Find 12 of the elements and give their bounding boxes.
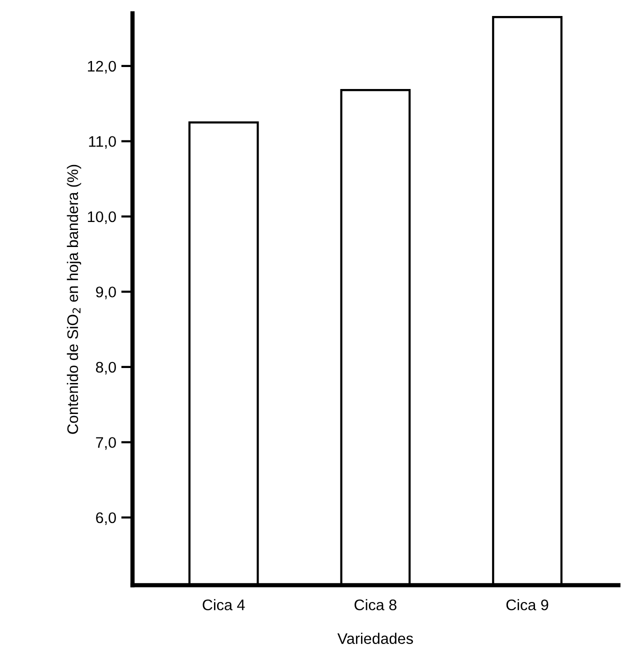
y-tick-label: 11,0: [89, 136, 116, 149]
x-axis-title: Variedades: [337, 632, 413, 644]
y-tick-label: 7,0: [96, 437, 116, 450]
y-tick-label: 10,0: [88, 211, 116, 224]
y-tick-label: 12,0: [88, 60, 116, 74]
x-tick-label: Cica 4: [202, 599, 245, 610]
y-axis-title: Contenido de SiO$_{2}$ en hoja bandera (%): [66, 164, 82, 434]
y-tick-label: 9,0: [96, 286, 116, 300]
y-tick-label: 6,0: [96, 512, 116, 525]
y-tick-label: 8,0: [96, 362, 116, 374]
x-tick-label: Cica 9: [506, 599, 548, 610]
x-tick-label: Cica 8: [354, 599, 396, 610]
